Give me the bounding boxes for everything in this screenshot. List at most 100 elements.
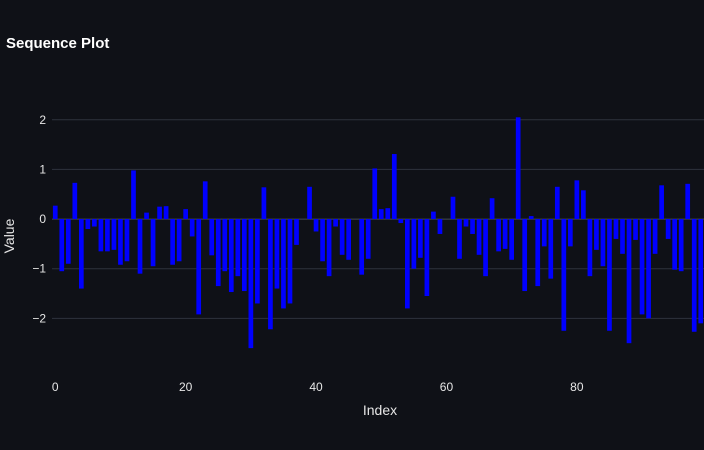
bar: [561, 219, 567, 331]
bar: [548, 219, 554, 279]
y-tick-label: 0: [39, 212, 46, 226]
bar: [620, 219, 625, 254]
bar: [431, 211, 436, 220]
bar: [489, 198, 495, 220]
bar: [52, 205, 58, 220]
bar: [522, 219, 528, 292]
bar: [105, 219, 110, 252]
bar: [463, 219, 469, 227]
bar: [398, 219, 404, 224]
y-tick-label: −2: [32, 311, 46, 325]
bar: [372, 168, 378, 220]
bar: [528, 216, 534, 220]
bar: [541, 219, 547, 247]
bar: [163, 206, 169, 220]
y-tick-label: 1: [39, 162, 46, 176]
bar: [215, 219, 221, 287]
x-axis-title: Index: [363, 402, 397, 418]
bar: [150, 219, 156, 267]
bar: [502, 219, 508, 249]
chart-title: Sequence Plot: [6, 35, 110, 52]
bar: [652, 219, 658, 254]
bar: [241, 219, 247, 292]
bar: [365, 219, 371, 259]
x-tick-label: 40: [309, 380, 323, 394]
bar: [261, 187, 267, 220]
bar: [287, 219, 293, 304]
bar: [594, 219, 599, 250]
grid-layer: [52, 119, 704, 319]
bar: [118, 219, 123, 265]
bar: [411, 219, 417, 269]
bar: [98, 219, 104, 252]
bar: [659, 185, 664, 220]
bar: [157, 206, 162, 220]
bar: [404, 219, 410, 309]
bar: [535, 219, 541, 287]
bar: [137, 219, 143, 274]
bar: [509, 219, 515, 260]
bar: [189, 219, 195, 237]
bar: [600, 219, 606, 267]
bar: [639, 219, 645, 315]
bar: [339, 219, 345, 255]
bar: [378, 209, 384, 220]
bar: [313, 219, 319, 232]
x-tick-label: 60: [440, 380, 454, 394]
bar: [144, 212, 149, 220]
bar: [691, 219, 697, 332]
bar: [59, 219, 65, 272]
bar: [515, 117, 521, 220]
bar: [496, 219, 501, 252]
bar: [320, 219, 325, 262]
bar: [483, 219, 488, 277]
bar: [476, 219, 482, 255]
bar: [567, 219, 573, 247]
bar: [268, 219, 273, 330]
bar: [294, 219, 299, 245]
bar: [274, 219, 280, 289]
bar: [72, 182, 78, 220]
bar: [228, 219, 234, 293]
bar: [196, 219, 202, 315]
bar: [678, 219, 684, 272]
bar: [209, 219, 215, 256]
bar: [424, 219, 430, 297]
bar: [672, 219, 678, 270]
bar: [418, 219, 423, 258]
bar: [202, 181, 208, 220]
bar: [92, 219, 97, 227]
bar: [698, 219, 704, 324]
bar: [131, 170, 136, 220]
bar: [574, 180, 580, 220]
bar: [248, 219, 254, 349]
bar: [359, 219, 365, 275]
bar: [385, 208, 391, 220]
bar: [607, 219, 612, 331]
bar: [307, 186, 312, 220]
y-tick-label: −1: [32, 262, 46, 276]
bar: [176, 219, 182, 262]
bar: [626, 219, 632, 344]
bar: [333, 219, 338, 227]
bar: [450, 196, 456, 220]
bar: [255, 219, 260, 304]
bar: [326, 219, 332, 277]
x-tick-label: 0: [52, 380, 59, 394]
bar: [170, 219, 175, 265]
bar: [111, 219, 117, 250]
bar: [613, 219, 619, 239]
bar: [581, 190, 586, 220]
bar: [457, 219, 462, 259]
bar: [633, 219, 638, 240]
bar: [78, 219, 84, 289]
bar: [235, 219, 241, 277]
bar-layer: [52, 117, 704, 349]
bar: [346, 219, 352, 260]
bar: [665, 219, 671, 239]
bar: [646, 219, 651, 319]
bar: [685, 183, 691, 220]
bar: [587, 219, 593, 277]
